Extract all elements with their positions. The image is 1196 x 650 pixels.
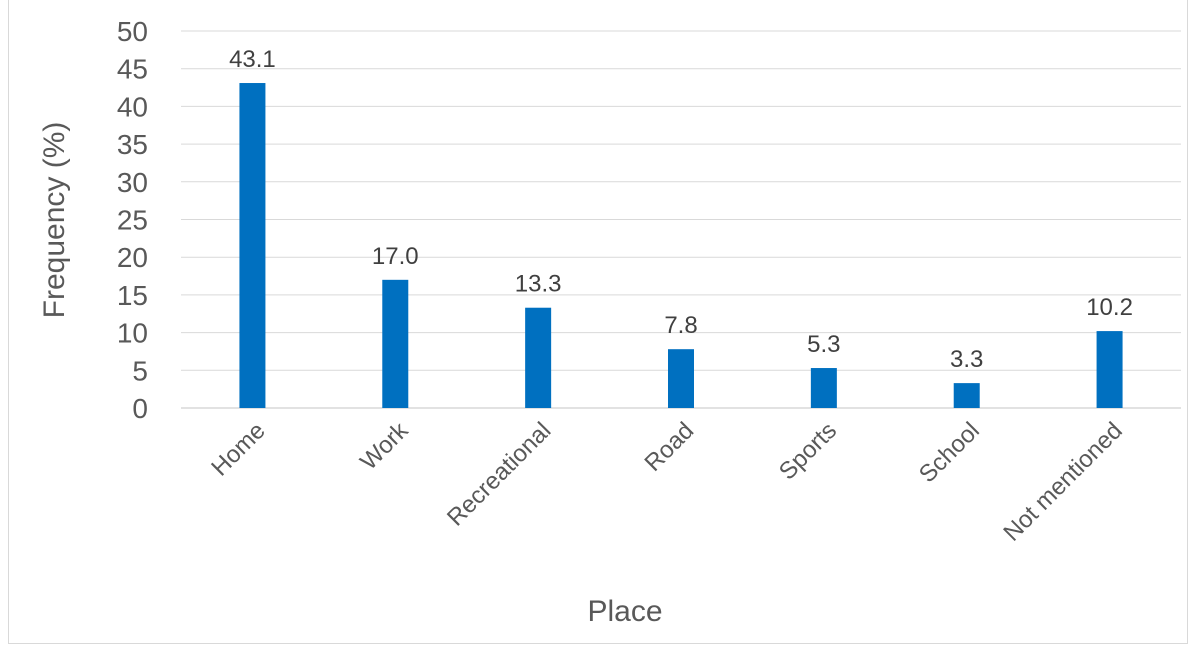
bar-data-label: 43.1 xyxy=(229,46,276,73)
x-tick-label: Sports xyxy=(774,417,842,485)
data-labels: 43.1 17.0 13.3 7.8 5.3 3.3 10.2 xyxy=(229,46,1133,373)
bar-data-label: 10.2 xyxy=(1086,294,1133,321)
bar-data-label: 17.0 xyxy=(372,243,419,270)
x-tick-label: Road xyxy=(640,417,700,477)
bars xyxy=(239,83,1123,408)
bar xyxy=(525,307,552,408)
y-tick-label: 50 xyxy=(117,16,148,47)
y-tick-label: 35 xyxy=(117,129,148,160)
y-tick-label: 30 xyxy=(117,167,148,198)
chart-frame xyxy=(8,0,1188,644)
y-tick-label: 20 xyxy=(117,242,148,273)
y-tick-label: 15 xyxy=(117,280,148,311)
bar-data-label: 7.8 xyxy=(664,312,697,339)
y-tick-label: 5 xyxy=(132,355,148,386)
y-tick-label: 10 xyxy=(117,318,148,349)
bar xyxy=(239,83,266,408)
x-tick-label: Recreational xyxy=(442,417,556,531)
y-tick-label: 25 xyxy=(117,205,148,236)
x-tick-label: School xyxy=(914,417,985,488)
bar xyxy=(1096,331,1123,408)
y-axis-title: Frequency (%) xyxy=(38,122,71,319)
bar-data-label: 13.3 xyxy=(515,271,562,298)
bar-data-label: 5.3 xyxy=(807,331,840,358)
bar xyxy=(668,349,694,408)
bar-data-label: 3.3 xyxy=(950,346,983,373)
grid-lines xyxy=(181,30,1181,371)
bar xyxy=(810,368,837,408)
x-tick-label: Not mentioned xyxy=(998,417,1127,546)
y-tick-label: 0 xyxy=(132,393,148,424)
x-tick-label: Home xyxy=(206,417,270,481)
bar xyxy=(382,279,409,408)
x-axis-title: Place xyxy=(587,595,662,628)
y-axis-ticks: 0 5 10 15 20 25 30 35 40 45 50 xyxy=(117,16,148,424)
bar xyxy=(953,383,980,408)
y-tick-label: 40 xyxy=(117,91,148,122)
y-tick-label: 45 xyxy=(117,54,148,85)
x-axis-categories: Home Work Recreational Road Sports School Not … xyxy=(206,416,1128,546)
x-tick-label: Work xyxy=(355,416,414,475)
